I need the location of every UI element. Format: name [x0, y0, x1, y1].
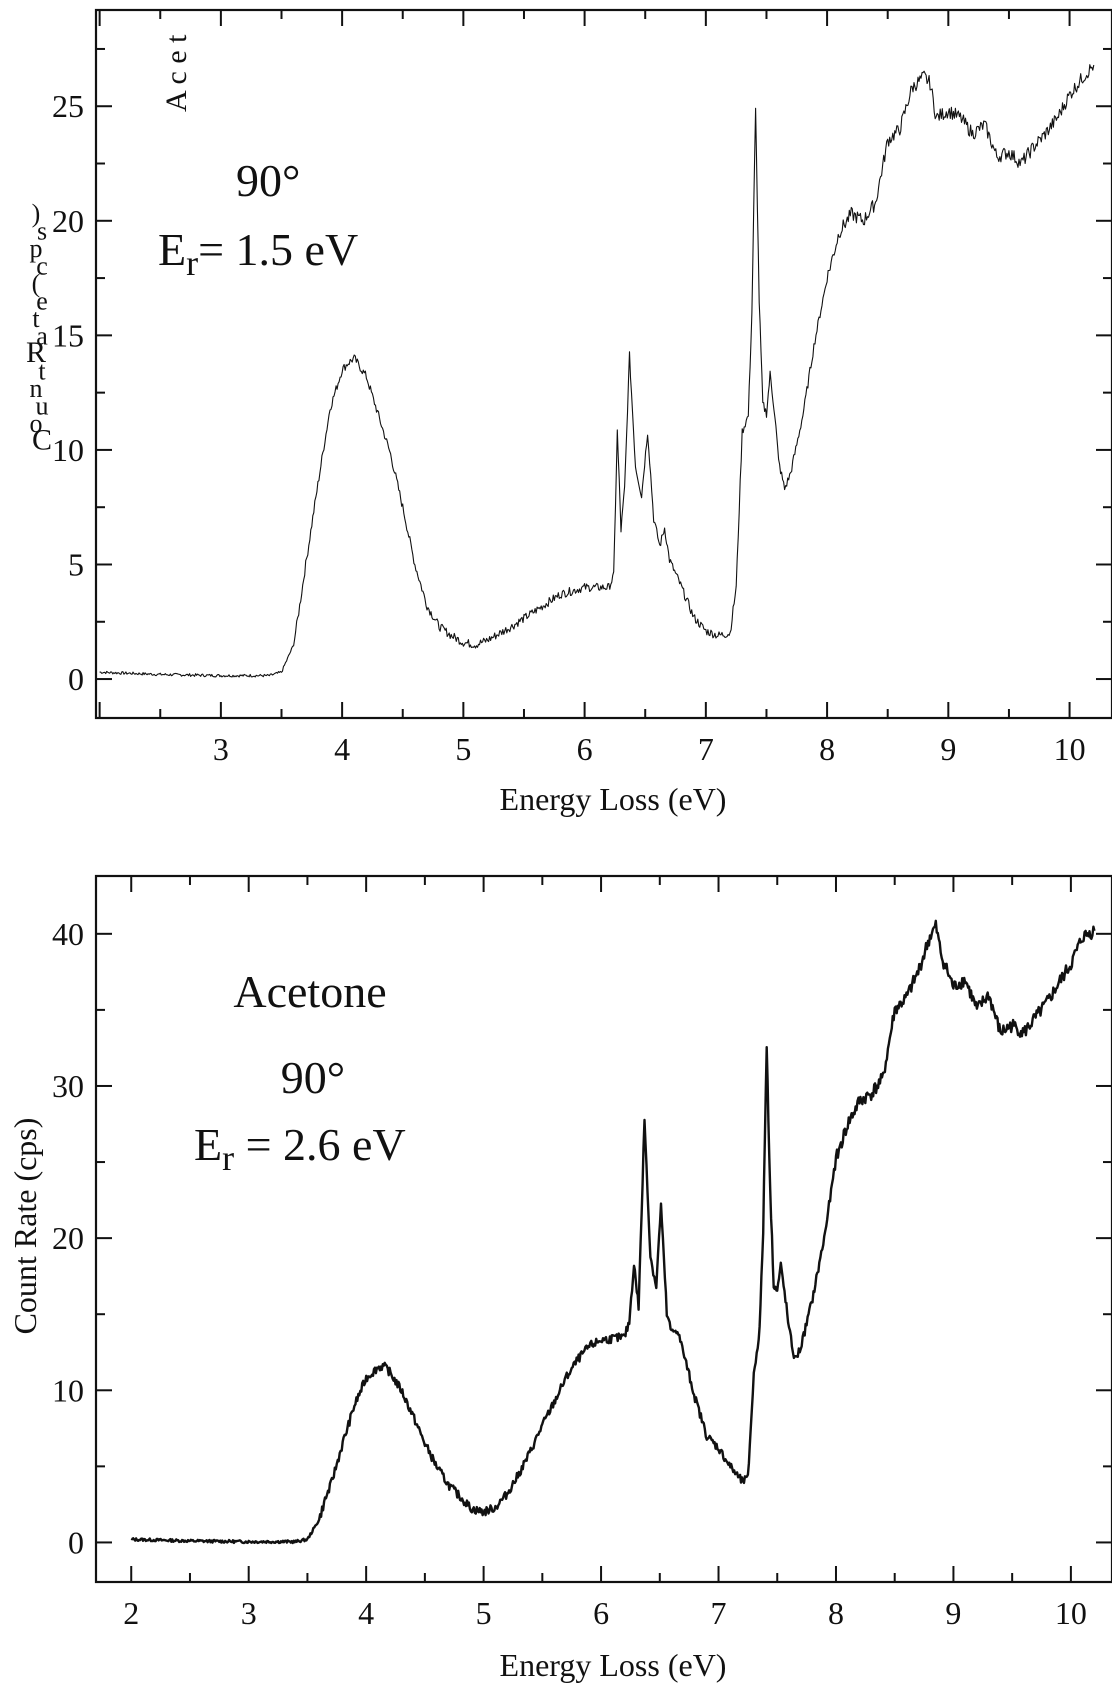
- top-energy-sub: r: [186, 243, 198, 283]
- bottom-x-tick-label: 4: [358, 1595, 374, 1631]
- top-y-tick-label: 5: [68, 546, 84, 582]
- top-y-axis-label-char: a: [36, 322, 48, 351]
- bottom-y-axis-title: Count Rate (cps): [7, 1118, 43, 1335]
- top-energy-prefix: E: [158, 224, 186, 275]
- top-y-tick-label: 15: [52, 317, 84, 353]
- bottom-x-axis-title: Energy Loss (eV): [500, 1647, 727, 1683]
- bottom-x-tick-label: 2: [123, 1595, 139, 1631]
- bottom-x-tick-label: 7: [711, 1595, 727, 1631]
- bottom-x-tick-label: 10: [1055, 1595, 1087, 1631]
- top-x-tick-label: 5: [455, 731, 471, 767]
- top-x-tick-label: 3: [213, 731, 229, 767]
- bottom-energy-prefix: E: [194, 1119, 222, 1170]
- bottom-y-tick-label: 40: [52, 916, 84, 952]
- top-x-tick-label: 9: [940, 731, 956, 767]
- bottom-y-tick-label: 30: [52, 1068, 84, 1104]
- bottom-y-tick-label: 0: [68, 1524, 84, 1560]
- top-x-tick-label: 10: [1054, 731, 1086, 767]
- bottom-y-tick-labels: 0 10 20 30 40: [52, 916, 84, 1561]
- bottom-energy-rest: = 2.6 eV: [234, 1119, 406, 1170]
- top-y-axis-label-char: R: [26, 336, 46, 369]
- top-ticks: [96, 10, 1112, 718]
- bottom-series-line: [130, 919, 1096, 1545]
- bottom-ticks: [96, 876, 1112, 1582]
- bottom-title-annotation: Acetone: [233, 966, 386, 1017]
- top-y-tick-label: 0: [68, 661, 84, 697]
- top-y-tick-label: 20: [52, 203, 84, 239]
- bottom-energy-sub: r: [222, 1138, 234, 1178]
- top-plot-frame: [94, 8, 1112, 720]
- bottom-angle-annotation: 90°: [281, 1052, 345, 1103]
- top-y-tick-label: 10: [52, 432, 84, 468]
- top-x-tick-label: 8: [819, 731, 835, 767]
- top-clipped-title: A c e t: [160, 34, 193, 112]
- bottom-x-tick-label: 9: [945, 1595, 961, 1631]
- bottom-x-tick-labels: 2 3 4 5 6 7 8 9 10: [123, 1595, 1087, 1631]
- top-y-axis-label-char: s: [37, 217, 47, 246]
- top-x-tick-label: 6: [577, 731, 593, 767]
- top-y-axis-label-char: t: [32, 304, 40, 333]
- top-y-axis-label-char: n: [30, 374, 43, 403]
- bottom-x-tick-label: 6: [593, 1595, 609, 1631]
- bottom-x-tick-label: 8: [828, 1595, 844, 1631]
- top-series-line: [99, 64, 1095, 678]
- bottom-y-tick-label: 10: [52, 1372, 84, 1408]
- top-x-tick-label: 7: [698, 731, 714, 767]
- bottom-x-tick-label: 5: [476, 1595, 492, 1631]
- top-y-tick-label: 25: [52, 88, 84, 124]
- top-y-axis-label-char: ): [32, 199, 41, 228]
- top-y-axis-label-char: c: [36, 252, 48, 281]
- top-x-tick-labels: 3 4 5 6 7 8 9 10: [213, 731, 1086, 767]
- bottom-y-tick-label: 20: [52, 1220, 84, 1256]
- top-y-axis-label-char: C: [32, 424, 52, 457]
- top-y-axis-label-char: e: [36, 287, 48, 316]
- top-y-axis-label-char: t: [38, 357, 46, 386]
- top-y-axis-label-char: p: [30, 234, 43, 263]
- top-energy-annotation: Er= 1.5 eV: [158, 224, 358, 283]
- bottom-plot-frame: [94, 874, 1112, 1584]
- top-y-axis-label-char: (: [32, 269, 41, 298]
- top-y-axis-label-char: u: [36, 392, 49, 421]
- top-angle-annotation: 90°: [236, 155, 300, 206]
- top-energy-rest: = 1.5 eV: [198, 224, 358, 275]
- bottom-x-tick-label: 3: [241, 1595, 257, 1631]
- bottom-energy-annotation: Er = 2.6 eV: [194, 1119, 406, 1178]
- top-chart-panel: 3 4 5 6 7 8 9 10 0 5 10 15 20 25 A c e t 90° Er= 1.5…: [26, 8, 1112, 817]
- bottom-chart-panel: 2 3 4 5 6 7 8 9 10 0 10 20 30 40 Acetone 90° Er = 2.…: [7, 874, 1112, 1683]
- top-y-tick-labels: 0 5 10 15 20 25: [52, 88, 84, 697]
- top-x-tick-label: 4: [334, 731, 350, 767]
- top-y-axis-label-char: o: [30, 409, 43, 438]
- top-x-axis-title: Energy Loss (eV): [500, 781, 727, 817]
